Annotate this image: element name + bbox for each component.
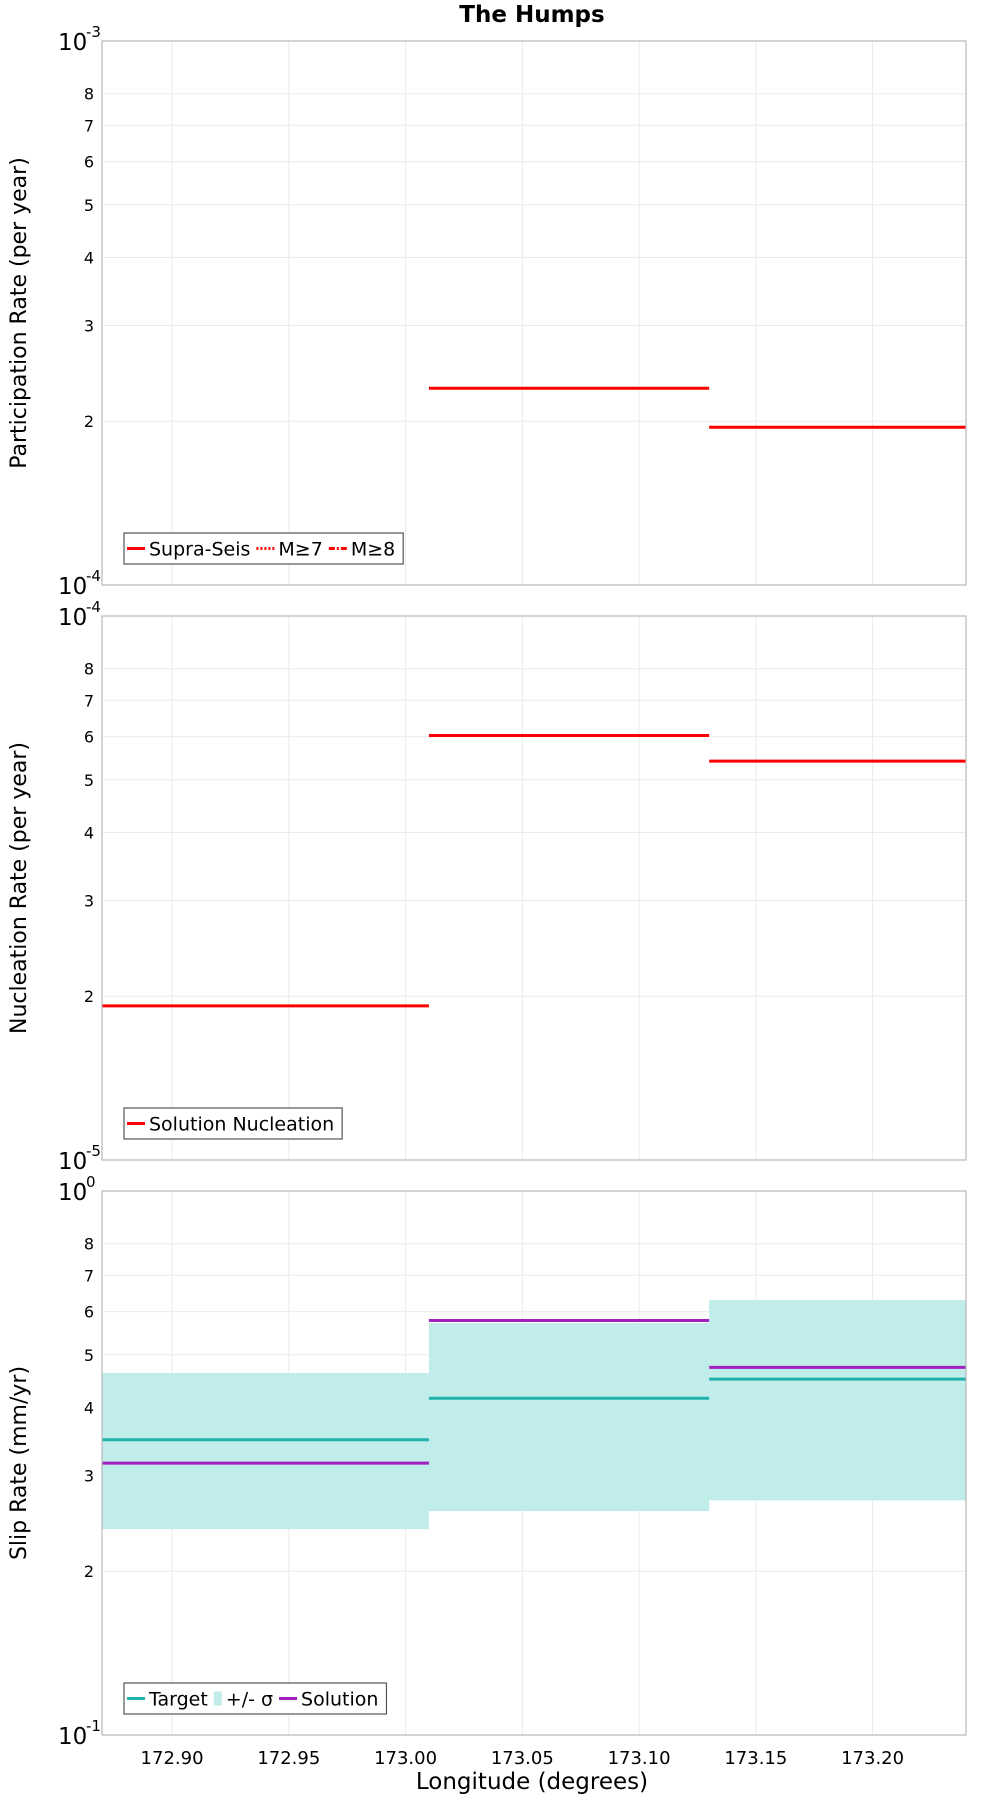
y-major-tick-label: 10 [58,30,87,56]
y-tick-label: 3 [84,891,94,910]
y-tick-label: 6 [84,1303,94,1322]
y-tick-label: 4 [84,823,94,842]
sigma-band-segment [709,1300,966,1501]
x-tick-label: 173.10 [608,1748,671,1769]
y-tick-label: 4 [84,248,94,267]
y-axis-label: Nucleation Rate (per year) [7,742,32,1034]
legend-box [123,1682,388,1715]
legend-swatch [213,1691,222,1706]
legend: Supra-Seis M≥7 M≥8 [123,532,404,565]
y-tick-label: 8 [84,85,94,104]
y-major-tick-label: 10 [58,574,87,600]
x-tick-label: 172.95 [257,1748,320,1769]
sigma-band-segment [428,1322,710,1512]
y-tick-label: 2 [84,412,94,431]
legend: Solution Nucleation [123,1107,343,1140]
legend-label: M≥7 [278,539,322,561]
plot-area [102,1300,966,1530]
y-tick-label: 2 [84,1562,94,1581]
y-tick-label: 3 [84,1466,94,1485]
y-axis-label: Slip Rate (mm/yr) [7,1366,32,1560]
legend-label: Solution Nucleation [149,1114,334,1136]
x-tick-label: 173.05 [491,1748,554,1769]
y-tick-label: 5 [84,1346,94,1365]
y-tick-label: 6 [84,728,94,747]
y-tick-label: 2 [84,987,94,1006]
legend: Target +/- σ Solution [123,1682,388,1715]
x-axis-label: Longitude (degrees) [416,1769,648,1795]
y-major-tick-exponent: 0 [86,1173,96,1191]
y-major-tick-label: 10 [58,1724,87,1750]
x-tick-label: 172.90 [141,1748,204,1769]
y-major-tick-label: 10 [58,1149,87,1175]
y-tick-label: 5 [84,196,94,215]
legend-label: +/- σ [226,1689,273,1711]
y-tick-label: 3 [84,316,94,335]
legend-box [123,532,404,565]
legend-box [123,1107,343,1140]
y-tick-label: 7 [84,691,94,710]
plot-area [102,734,966,1008]
x-tick-label: 173.15 [724,1748,787,1769]
y-major-tick-exponent: -3 [86,23,101,41]
y-major-tick-label: 10 [58,1180,87,1206]
plot-frame [101,1190,967,1736]
plot-area [102,386,966,585]
x-tick-label: 173.20 [841,1748,904,1769]
legend-label: M≥8 [351,539,395,561]
y-major-tick-exponent: -1 [86,1717,101,1735]
y-major-tick-exponent: -5 [86,1142,101,1160]
y-axis-label: Participation Rate (per year) [7,157,32,469]
y-major-tick-exponent: -4 [86,598,101,616]
y-tick-label: 8 [84,660,94,679]
y-tick-label: 8 [84,1235,94,1254]
y-tick-label: 4 [84,1398,94,1417]
legend-label: Solution [301,1689,378,1711]
y-major-tick-label: 10 [58,605,87,631]
legend-label: Supra-Seis [149,539,250,561]
plot-frame [101,40,967,586]
sigma-band-segment [102,1372,429,1530]
x-tick-label: 173.00 [374,1748,437,1769]
y-tick-label: 6 [84,153,94,172]
chart-title: The Humps [459,2,604,28]
y-tick-label: 7 [84,1266,94,1285]
y-tick-label: 5 [84,771,94,790]
y-tick-label: 7 [84,116,94,135]
legend-label: Target [148,1689,208,1711]
plot-frame [101,615,967,1161]
y-major-tick-exponent: -4 [86,567,101,585]
